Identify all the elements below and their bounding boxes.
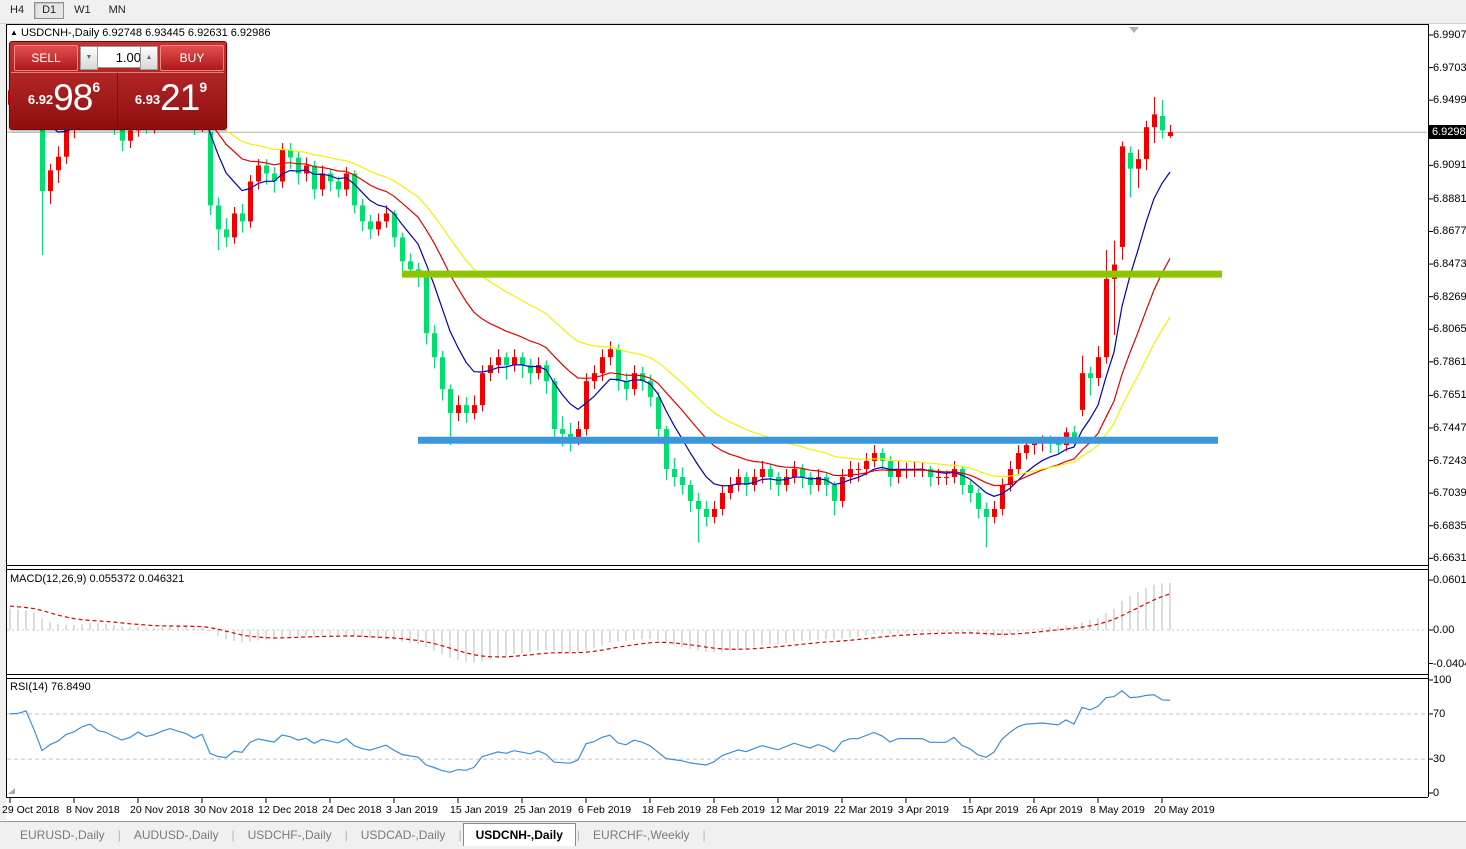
sell-button[interactable]: SELL xyxy=(14,45,78,71)
timeframe-mn-button[interactable]: MN xyxy=(108,4,126,16)
tab-usdchf-daily[interactable]: USDCHF-,Daily xyxy=(247,828,332,842)
one-click-trade-panel: SELL ▼ ▲ BUY 6.92986 6.93219 xyxy=(9,41,227,130)
timeframe-d1-button[interactable]: D1 xyxy=(34,2,65,19)
chart-workspace: 6.990706.970306.949906.909106.888106.867… xyxy=(0,24,1466,821)
timeframe-toolbar: H4 D1 W1 MN xyxy=(0,0,1466,24)
tab-eurchf-weekly[interactable]: EURCHF-,Weekly xyxy=(593,828,690,842)
timeframe-h4-button[interactable]: H4 xyxy=(10,4,25,16)
chart-shift-marker-icon xyxy=(1129,27,1139,33)
volume-input[interactable] xyxy=(97,46,144,68)
sell-price-display[interactable]: 6.92986 xyxy=(11,72,118,127)
fast-ema-line xyxy=(9,83,1171,497)
sell-price-pips: 98 xyxy=(53,77,93,118)
buy-price-display[interactable]: 6.93219 xyxy=(118,72,224,127)
pane-resize-grip-icon xyxy=(8,788,15,794)
volume-decrease-button[interactable]: ▼ xyxy=(80,46,98,70)
trade-controls-row: SELL ▼ ▲ BUY xyxy=(10,45,226,71)
spin-up-icon: ▲ xyxy=(145,54,153,61)
volume-increase-button[interactable]: ▲ xyxy=(140,46,158,70)
macd-histogram xyxy=(9,582,1171,663)
sell-price-point: 6 xyxy=(92,79,101,95)
tab-separator: | xyxy=(344,828,348,842)
tab-separator: | xyxy=(117,828,121,842)
sell-price-base: 6.92 xyxy=(27,92,54,107)
tab-separator: | xyxy=(702,828,706,842)
tab-usdcad-daily[interactable]: USDCAD-,Daily xyxy=(360,828,446,842)
buy-button[interactable]: BUY xyxy=(160,45,224,71)
macd-signal-line xyxy=(9,593,1171,658)
collapse-icon[interactable]: ▲ xyxy=(10,28,18,37)
rsi-indicator-label: RSI(14) 76.8490 xyxy=(10,681,91,693)
chart-symbol-label: USDCNH-,Daily xyxy=(20,27,100,39)
mid-ema-line xyxy=(9,86,1171,487)
slow-ema-line xyxy=(9,87,1171,478)
chart-title: ▲ USDCNH-,Daily 6.92748 6.93445 6.92631 … xyxy=(10,27,271,39)
tab-separator: | xyxy=(231,828,235,842)
macd-indicator-label: MACD(12,26,9) 0.055372 0.046321 xyxy=(10,573,185,585)
tab-eurusd-daily[interactable]: EURUSD-,Daily xyxy=(20,828,105,842)
tab-audusd-daily[interactable]: AUDUSD-,Daily xyxy=(133,828,219,842)
buy-price-point: 9 xyxy=(199,79,208,95)
tab-separator: | xyxy=(576,828,581,842)
price-chart-canvas[interactable] xyxy=(0,24,1466,821)
chart-ohlc-values: 6.92748 6.93445 6.92631 6.92986 xyxy=(102,27,271,39)
tab-separator: | xyxy=(458,828,462,842)
candles-layer xyxy=(8,56,1173,548)
timeframe-w1-button[interactable]: W1 xyxy=(74,4,91,16)
spin-down-icon: ▼ xyxy=(85,54,93,61)
buy-price-base: 6.93 xyxy=(134,92,161,107)
tab-usdcnh-daily[interactable]: USDCNH-,Daily xyxy=(462,823,576,846)
rsi-line xyxy=(9,690,1171,773)
buy-price-pips: 21 xyxy=(160,77,200,118)
chart-tab-bar: EURUSD-,Daily | AUDUSD-,Daily | USDCHF-,Dail… xyxy=(0,821,1466,849)
